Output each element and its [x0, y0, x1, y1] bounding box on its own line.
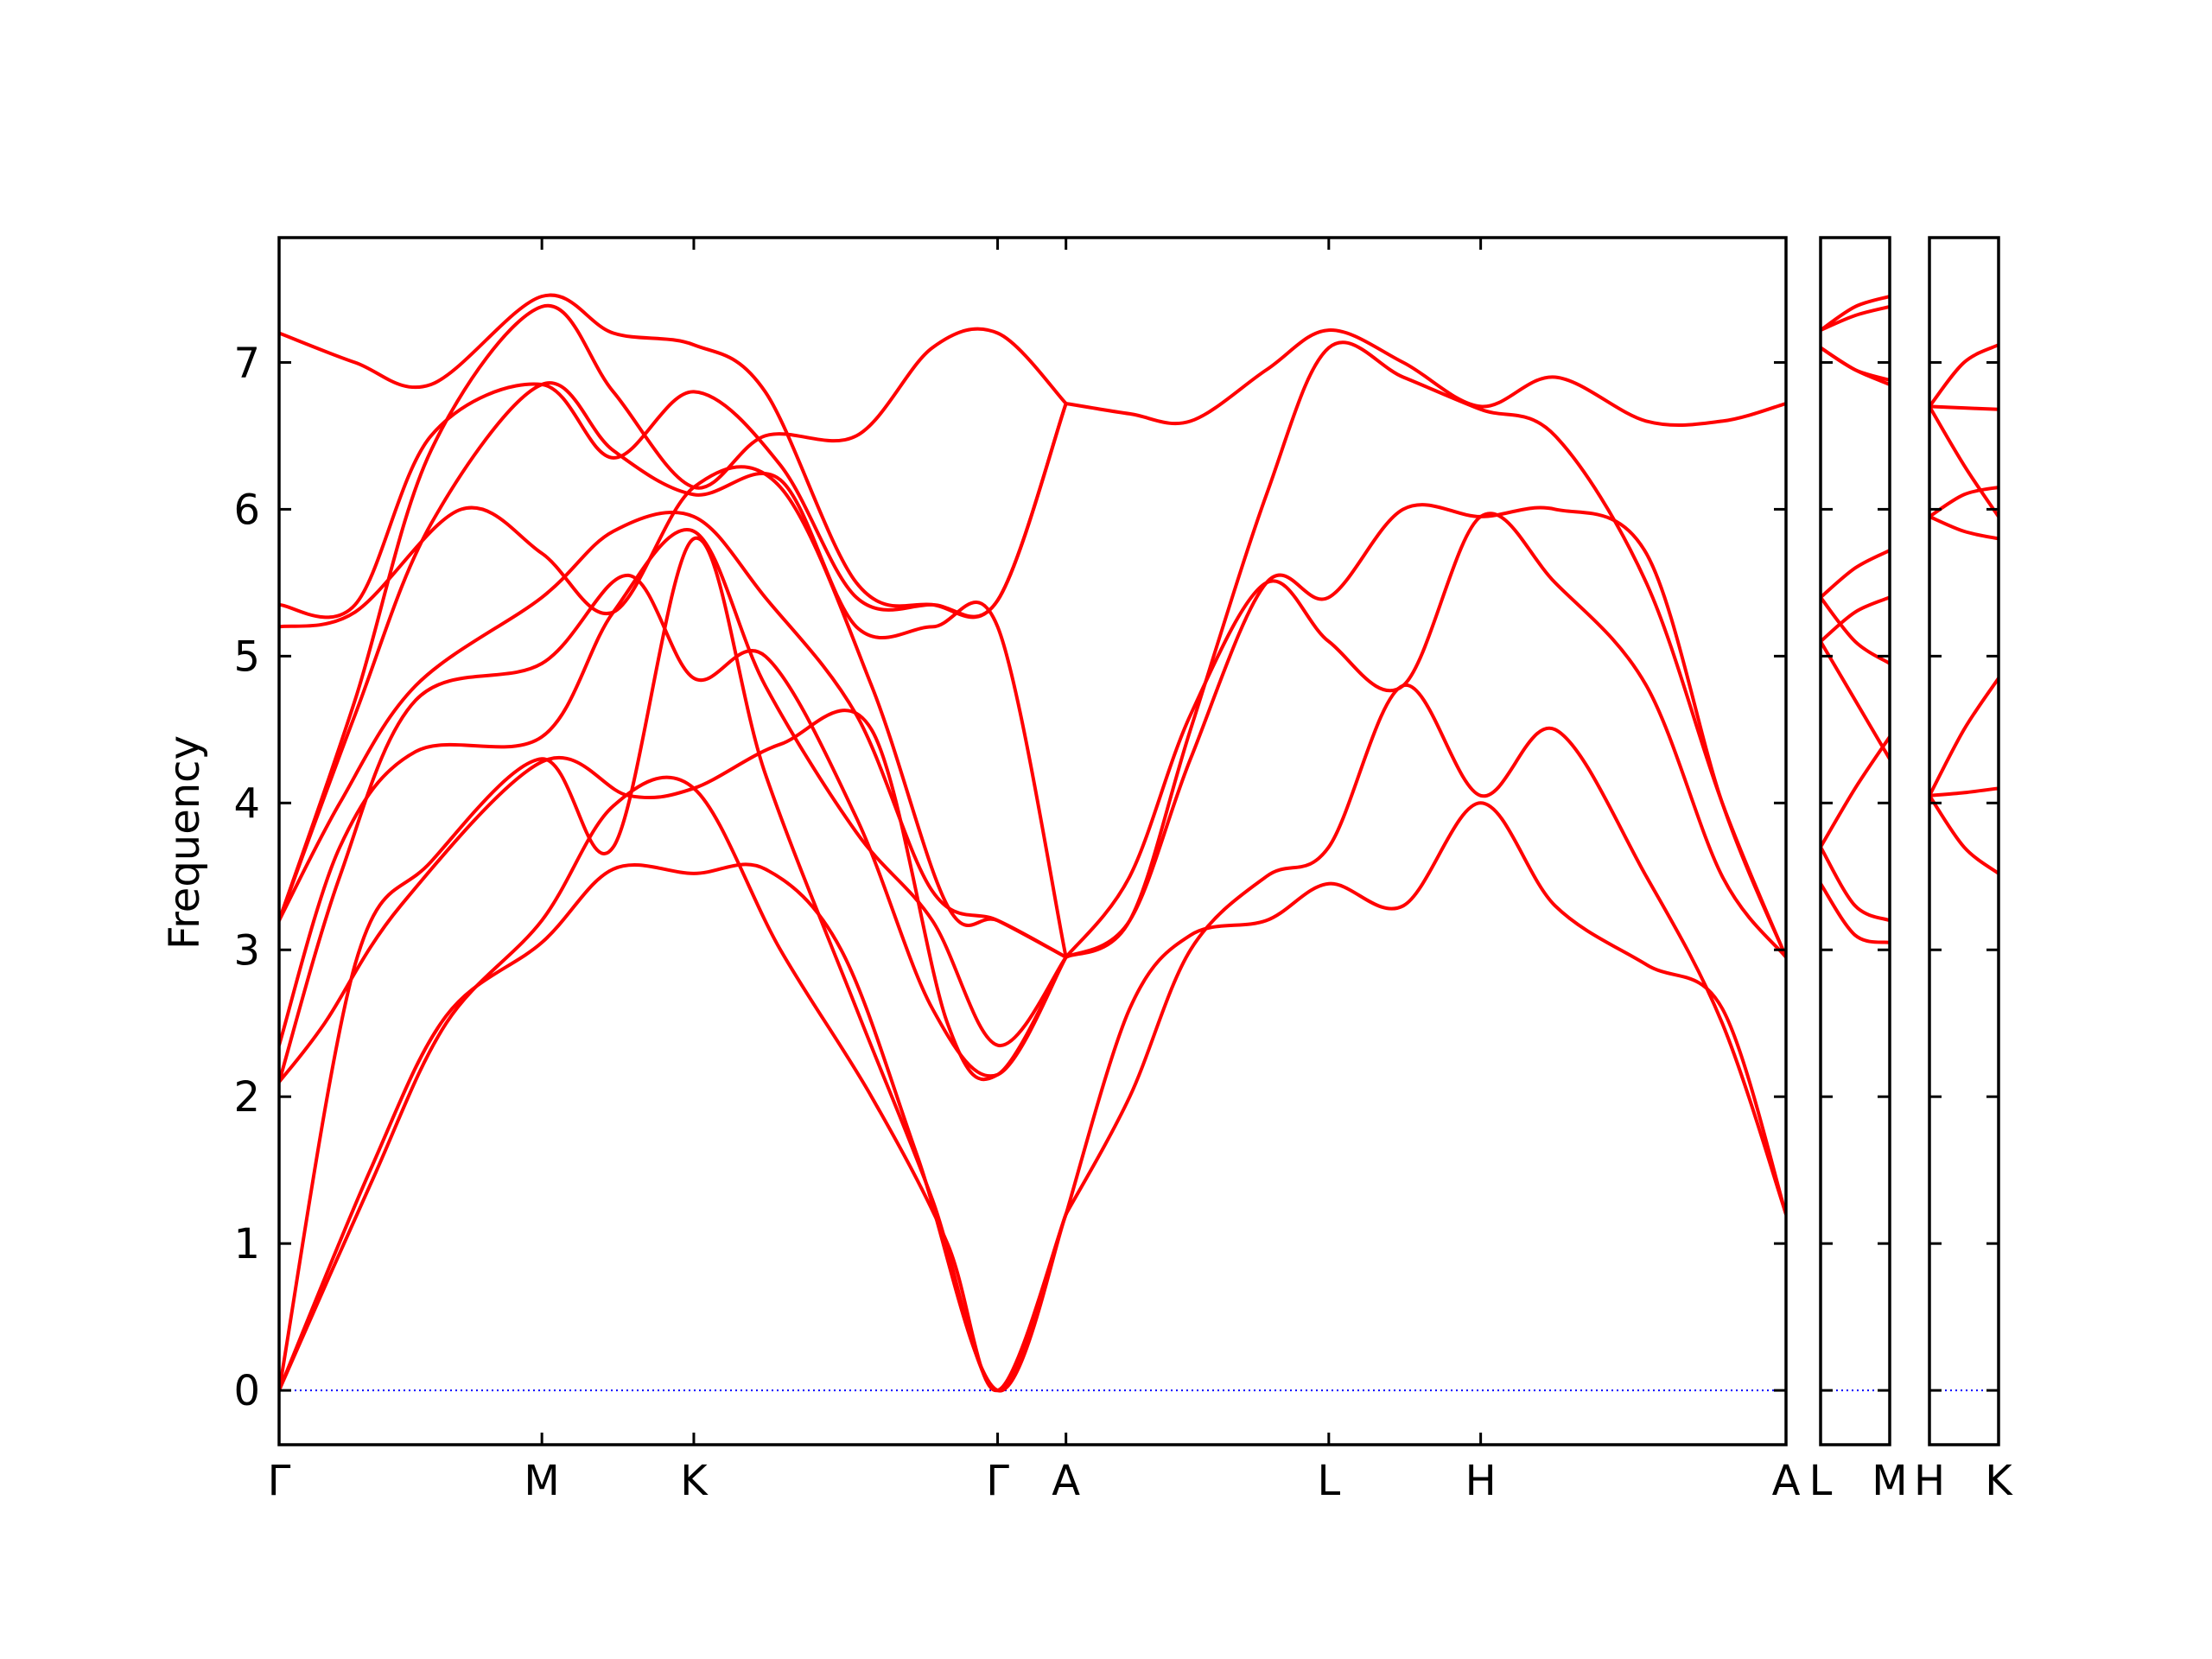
band-line: [279, 573, 1068, 1084]
y-tick-label: 6: [233, 486, 260, 534]
y-tick-label: 1: [233, 1220, 260, 1268]
band-line: [279, 775, 1068, 1393]
band-line: [1064, 503, 1786, 959]
band-line: [1929, 485, 1999, 518]
x-tick-label: L: [1317, 1457, 1340, 1505]
band-line: [1064, 328, 1786, 428]
x-tick-label: Γ: [986, 1457, 1009, 1505]
band-line: [279, 293, 1068, 620]
band-line: [1929, 786, 1999, 798]
band-line: [1821, 881, 1890, 944]
x-tick-label: H: [1914, 1457, 1945, 1505]
band-line: [1929, 404, 1999, 518]
band-line: [1064, 340, 1786, 959]
band-line: [1821, 595, 1890, 665]
band-line: [1821, 549, 1890, 600]
band-line: [1821, 639, 1890, 761]
band-line: [279, 862, 1068, 1393]
band-line: [279, 382, 1068, 620]
x-tick-label: M: [524, 1457, 559, 1505]
band-line: [1821, 595, 1890, 644]
band-line: [1929, 793, 1999, 875]
band-line: [279, 381, 1068, 959]
band-line: [279, 536, 1068, 1393]
x-tick-label: Γ: [268, 1457, 291, 1505]
band-line: [1821, 346, 1890, 382]
bands: [279, 293, 1786, 1393]
band-line: [279, 510, 1068, 959]
band-line: [1821, 734, 1890, 849]
x-tick-label: A: [1772, 1457, 1801, 1505]
panel-frame: [1928, 236, 2000, 1446]
band-line: [1929, 343, 1999, 409]
panel-frame: [1819, 236, 1891, 1446]
band-line: [1929, 404, 1999, 411]
x-tick-label: K: [1985, 1457, 2013, 1505]
band-line: [1821, 304, 1890, 333]
x-tick-label: H: [1465, 1457, 1497, 1505]
y-tick-label: 3: [233, 926, 260, 975]
x-tick-label: M: [1872, 1457, 1907, 1505]
band-line: [1929, 514, 1999, 541]
y-tick-label: 2: [233, 1073, 260, 1122]
y-tick-label: 5: [233, 632, 260, 681]
band-line: [279, 303, 1068, 923]
x-tick-label: A: [1052, 1457, 1080, 1505]
bands: [1929, 343, 1999, 875]
band-line: [1064, 683, 1786, 1217]
band-line: [279, 528, 1068, 1047]
band-line: [1821, 845, 1890, 923]
band-line: [1064, 801, 1786, 1217]
y-tick-label: 7: [233, 339, 260, 387]
y-tick-label: 0: [233, 1367, 260, 1415]
x-tick-label: K: [680, 1457, 709, 1505]
band-line: [1821, 295, 1890, 333]
panel-frame: [277, 236, 1788, 1446]
band-line: [1064, 512, 1786, 959]
x-tick-label: L: [1809, 1457, 1833, 1505]
y-axis-label: Frequency: [161, 735, 209, 950]
y-tick-label: 4: [233, 779, 260, 828]
band-line: [1929, 676, 1999, 798]
band-line: [279, 465, 1068, 959]
bands: [1821, 295, 1890, 944]
